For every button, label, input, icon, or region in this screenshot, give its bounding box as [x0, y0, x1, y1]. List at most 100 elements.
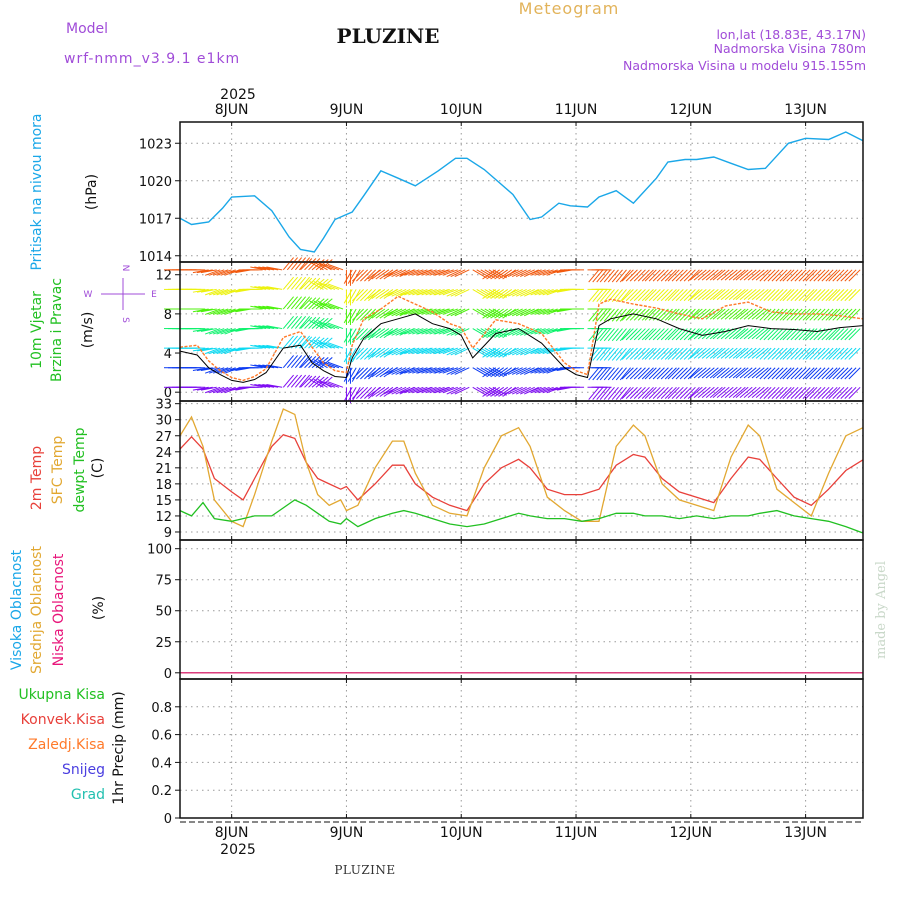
wind-barb: [323, 263, 340, 271]
wind-barb: [660, 328, 673, 341]
wind-barb: [813, 367, 826, 380]
wind-barb: [615, 367, 627, 381]
wind-barb: [656, 269, 669, 282]
wind-barb: [633, 289, 646, 302]
wind-barb: [538, 308, 554, 315]
wind-barb: [488, 386, 503, 396]
wind-barb: [367, 347, 382, 358]
wind-barb: [782, 269, 795, 282]
wind-barb: [204, 328, 221, 335]
wind-barb: [434, 308, 450, 315]
wind-barb: [486, 347, 500, 358]
wind-barb: [351, 289, 365, 302]
wind-barb: [375, 308, 390, 319]
wind-barb: [454, 269, 470, 278]
wind-barb: [250, 266, 267, 271]
wind-barb: [739, 347, 753, 359]
wind-barb: [739, 269, 753, 281]
wind-barb: [805, 289, 818, 302]
wind-barb: [534, 269, 550, 276]
x-tick-label-bottom: 9JUN: [330, 825, 364, 841]
wind-barb: [779, 269, 792, 282]
wind-barb: [351, 269, 365, 282]
wind-barb: [208, 269, 225, 276]
wind-barb: [825, 367, 838, 380]
wind-barb: [494, 367, 509, 378]
wind-barb: [319, 283, 336, 290]
wind-barb: [755, 308, 769, 320]
wind-barb: [825, 289, 838, 302]
wind-barb: [603, 289, 615, 302]
wind-barb: [442, 308, 458, 315]
wind-barb: [683, 386, 696, 399]
wind-barb: [298, 315, 311, 329]
wind-barb: [693, 328, 707, 340]
wind-barb: [364, 269, 377, 282]
x-tick-label-top: 9JUN: [330, 102, 364, 118]
wind-barb: [519, 386, 535, 395]
wind-barb: [728, 289, 742, 301]
wind-barb: [250, 305, 267, 310]
wind-barb: [592, 367, 604, 381]
wind-barb: [759, 367, 772, 380]
wind-barb: [503, 386, 519, 395]
wind-barb: [747, 269, 761, 281]
wind-barb: [258, 266, 275, 271]
wind-barb: [735, 367, 749, 379]
wind-barb: [375, 288, 390, 299]
wind-barb: [759, 328, 772, 341]
wind-barb: [526, 288, 542, 296]
wind-barb: [438, 269, 454, 276]
wind-barb: [526, 367, 542, 374]
wind-barb: [254, 305, 271, 310]
wind-barb: [515, 288, 531, 297]
wind-barb: [637, 289, 650, 302]
wind-barb: [836, 328, 849, 341]
wind-barb: [759, 289, 772, 302]
x-tick-label-bottom: 11JUN: [555, 825, 598, 841]
wind-barb: [391, 347, 407, 356]
wind-barb: [454, 367, 470, 375]
wind-barb: [821, 269, 834, 282]
wind-barb: [347, 328, 357, 343]
wind-barb: [679, 367, 692, 380]
wind-barb: [304, 297, 317, 310]
wind-barb: [619, 269, 631, 283]
wind-barb: [798, 386, 811, 399]
wind-barb: [216, 328, 232, 335]
wind-barb: [828, 269, 841, 282]
wind-barb: [798, 308, 811, 321]
wind-barb: [417, 308, 433, 315]
wind-barb: [840, 328, 853, 341]
y-tick-label: 9: [164, 526, 172, 541]
wind-barb: [763, 289, 776, 302]
wind-barb: [511, 288, 527, 297]
wind-barb: [625, 347, 638, 360]
wind-barb: [490, 269, 504, 280]
y-tick-label: 75: [155, 574, 172, 589]
wind-barb: [817, 367, 830, 380]
wind-barb: [327, 303, 344, 310]
wind-barb: [319, 381, 336, 388]
wind-barb: [534, 367, 550, 374]
wind-barb: [213, 288, 229, 296]
wind-barb: [782, 328, 795, 341]
wind-barb: [488, 308, 503, 318]
panel-pressure: 1014 1017 1020 1023: [139, 121, 864, 265]
wind-barb: [400, 347, 416, 355]
wind-barb: [607, 386, 619, 400]
wind-barb: [629, 328, 642, 341]
wind-barb: [438, 367, 454, 374]
wind-barb: [511, 367, 527, 375]
wind-barb: [213, 269, 229, 276]
wind-barb: [200, 308, 217, 313]
wind-barb: [360, 289, 373, 302]
wind-barb: [621, 386, 634, 399]
wind-barb: [779, 328, 792, 341]
wind-barb: [599, 308, 611, 322]
wind-barb: [294, 276, 307, 290]
precip-legend-item: Grad: [71, 787, 105, 803]
wind-barb: [204, 269, 221, 276]
wind-barbs: [164, 257, 861, 404]
